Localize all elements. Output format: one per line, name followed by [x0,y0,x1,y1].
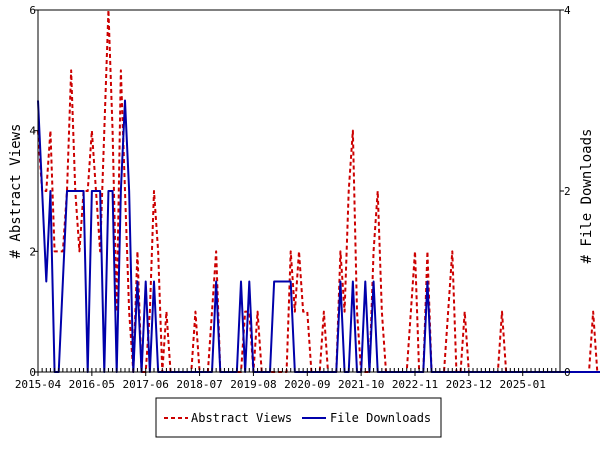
y-right-tick-label: 2 [564,185,571,198]
x-tick-label: 2025-01 [500,378,546,391]
x-tick-label: 2021-10 [338,378,384,391]
y-axis-title-left: # Abstract Views [8,124,24,259]
x-tick-label: 2023-12 [446,378,492,391]
x-ticks: 2015-04 2016-05 2017-06 2018-07 2019-08 2020-… [15,368,561,391]
legend-label-abstract-views: Abstract Views [191,411,292,425]
legend: Abstract Views File Downloads [155,397,442,438]
legend-box [155,397,442,438]
y-left-tick-label: 6 [29,4,36,17]
x-tick-label: 2016-05 [69,378,115,391]
x-tick-label: 2015-04 [15,378,62,391]
x-tick-label: 2020-09 [284,378,330,391]
y-ticks: 0 2 4 6 0 2 4 [29,4,571,379]
legend-label-file-downloads: File Downloads [330,411,431,425]
y-left-tick-label: 4 [29,125,36,138]
y-axis-title-right: # File Downloads [579,129,595,264]
x-tick-label: 2018-07 [176,378,222,391]
x-tick-label: 2022-11 [392,378,438,391]
y-right-tick-label: 0 [564,366,571,379]
y-right-tick-label: 4 [564,4,571,17]
x-tick-label: 2019-08 [230,378,276,391]
y-left-tick-label: 0 [29,366,36,379]
x-tick-label: 2017-06 [123,378,169,391]
y-left-tick-label: 2 [29,245,36,258]
series-line-abstract-views [37,9,600,373]
